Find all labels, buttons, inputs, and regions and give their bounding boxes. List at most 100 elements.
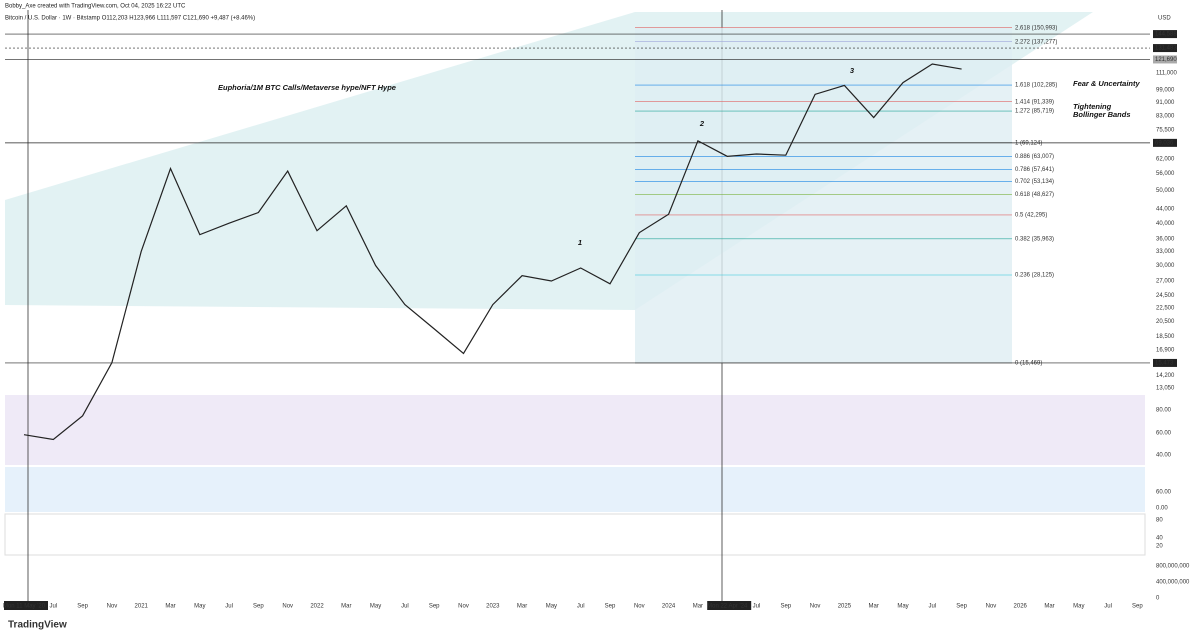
x-tick-label: Nov	[458, 604, 469, 610]
y-tick-label: 91,000	[1156, 100, 1175, 106]
x-tick-label: Nov	[634, 604, 645, 610]
x-label-box	[4, 601, 48, 610]
x-tick-label: 2022	[310, 604, 324, 610]
plot: 2.618 (150,993) 2.272 (137,277) 1.618 (102…	[3, 25, 1190, 610]
fib-label: 2.272 (137,277)	[1015, 39, 1057, 45]
panel-tick-label: 60.00	[1156, 431, 1172, 437]
x-tick-label: Jul	[401, 604, 409, 610]
y-tick-label: 75,500	[1156, 127, 1175, 133]
x-tick-label: Jul	[1104, 604, 1112, 610]
panel-tick-label: 0	[1156, 596, 1160, 602]
x-label-box	[707, 601, 752, 610]
x-tick-label: Sep	[253, 604, 264, 610]
fib-label: 0.786 (57,641)	[1015, 167, 1054, 173]
level-box	[1153, 44, 1177, 53]
x-tick-label: Sep	[1132, 604, 1143, 610]
y-tick-label: 30,000	[1156, 263, 1175, 269]
y-tick-label: 33,000	[1156, 249, 1175, 255]
y-tick-label: 22,500	[1156, 305, 1175, 311]
level-box	[1153, 358, 1177, 367]
credit: Bobby_Axe created with TradingView.com, …	[5, 4, 186, 10]
annotation: Bollinger Bands	[1073, 110, 1131, 119]
panel-tick-label: 40	[1156, 536, 1163, 542]
x-tick-label: 2024	[662, 604, 676, 610]
panel-tick-label: 20	[1156, 544, 1163, 550]
x-tick-label: May	[370, 604, 381, 610]
fib-label: 1 (69,124)	[1015, 140, 1042, 146]
x-tick-label: Nov	[810, 604, 821, 610]
x-tick-label: Mon 11 May '20	[3, 604, 46, 610]
x-tick-label: 2025	[838, 604, 852, 610]
y-tick-label: 99,000	[1156, 87, 1175, 93]
panel-tick-label: 60.00	[1156, 490, 1172, 496]
x-tick-label: Mon 22 Apr '24	[707, 604, 748, 610]
fib-label: 0.702 (53,134)	[1015, 179, 1054, 185]
x-tick-label: Nov	[282, 604, 293, 610]
annotation: 3	[850, 66, 855, 75]
x-tick-label: Sep	[956, 604, 967, 610]
panel-tick-label: 80	[1156, 518, 1163, 524]
fib-label: 1.414 (91,339)	[1015, 99, 1054, 105]
y-tick-label: 24,500	[1156, 293, 1175, 299]
y-tick-label: 36,000	[1156, 236, 1175, 242]
x-tick-label: Jul	[577, 604, 585, 610]
y-tick-label: 62,000	[1156, 156, 1175, 162]
fib-label: 2.618 (150,993)	[1015, 25, 1057, 31]
y-tick-label: 50,000	[1156, 188, 1175, 194]
rsi-panel	[5, 395, 1145, 465]
fib-label: 0.886 (63,007)	[1015, 154, 1054, 160]
y-tick-label: 40,000	[1156, 221, 1175, 227]
annotation: 1	[578, 238, 582, 247]
y-tick-label: 18,500	[1156, 334, 1175, 340]
panel-tick-label: 80.00	[1156, 408, 1172, 414]
panel-tick-label: 400,000,000	[1156, 580, 1190, 586]
x-tick-label: Mar	[869, 604, 879, 610]
y-tick-label: 44,000	[1156, 207, 1175, 213]
x-tick-label: Jul	[225, 604, 233, 610]
fib-label: 0.5 (42,295)	[1015, 213, 1047, 219]
x-tick-label: Nov	[986, 604, 997, 610]
x-tick-label: Mar	[693, 604, 703, 610]
level-box	[1153, 55, 1177, 64]
fib-label: 1.272 (85,719)	[1015, 109, 1054, 115]
y-tick-label: 56,000	[1156, 171, 1175, 177]
level-label: 121,690	[1155, 57, 1177, 63]
level-box	[1153, 30, 1177, 39]
x-tick-label: Mar	[165, 604, 175, 610]
y-tick-label: 13,050	[1156, 386, 1175, 392]
level-box	[1153, 138, 1177, 147]
x-tick-label: May	[897, 604, 908, 610]
fib-label: 0.618 (48,627)	[1015, 192, 1054, 198]
annotation: 2	[699, 119, 705, 128]
x-tick-label: Sep	[605, 604, 616, 610]
unit: USD	[1158, 16, 1171, 22]
x-tick-label: 2026	[1014, 604, 1028, 610]
y-tick-label: 27,000	[1156, 279, 1175, 285]
annotation: Tightening	[1073, 102, 1112, 111]
level-label: 144,588	[1155, 32, 1177, 38]
x-tick-label: 2021	[135, 604, 149, 610]
x-tick-label: Sep	[780, 604, 791, 610]
stoch-panel	[5, 467, 1145, 512]
x-tick-label: May	[1073, 604, 1084, 610]
y-tick-label: 111,000	[1156, 71, 1177, 77]
symbol: Bitcoin / U.S. Dollar · 1W · Bitstamp O1…	[5, 16, 255, 22]
x-tick-label: Sep	[77, 604, 88, 610]
x-tick-label: Mar	[1044, 604, 1054, 610]
panel-tick-label: 40.00	[1156, 453, 1172, 459]
macd-panel	[4, 513, 1146, 556]
panel-tick-label: 0.00	[1156, 506, 1168, 512]
y-tick-label: 83,000	[1156, 113, 1175, 119]
x-tick-label: May	[546, 604, 557, 610]
x-tick-label: Jul	[753, 604, 761, 610]
logo: TradingView	[8, 620, 67, 631]
fib-label: 0.382 (35,963)	[1015, 236, 1054, 242]
x-tick-label: 2023	[486, 604, 500, 610]
fib-label: 0 (15,469)	[1015, 361, 1042, 367]
x-tick-label: Jul	[49, 604, 57, 610]
fib-zone	[635, 27, 1012, 363]
fib-label: 1.618 (102,285)	[1015, 83, 1057, 89]
y-tick-label: 20,500	[1156, 319, 1175, 325]
level-label: 15,473	[1155, 361, 1174, 367]
